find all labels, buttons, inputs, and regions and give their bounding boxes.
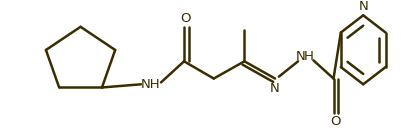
Text: NH: NH <box>141 78 160 91</box>
Text: N: N <box>270 82 280 95</box>
Text: O: O <box>330 115 341 128</box>
Text: O: O <box>181 12 191 25</box>
Text: H: H <box>304 50 314 63</box>
Text: N: N <box>358 0 368 13</box>
Text: N: N <box>296 50 306 63</box>
